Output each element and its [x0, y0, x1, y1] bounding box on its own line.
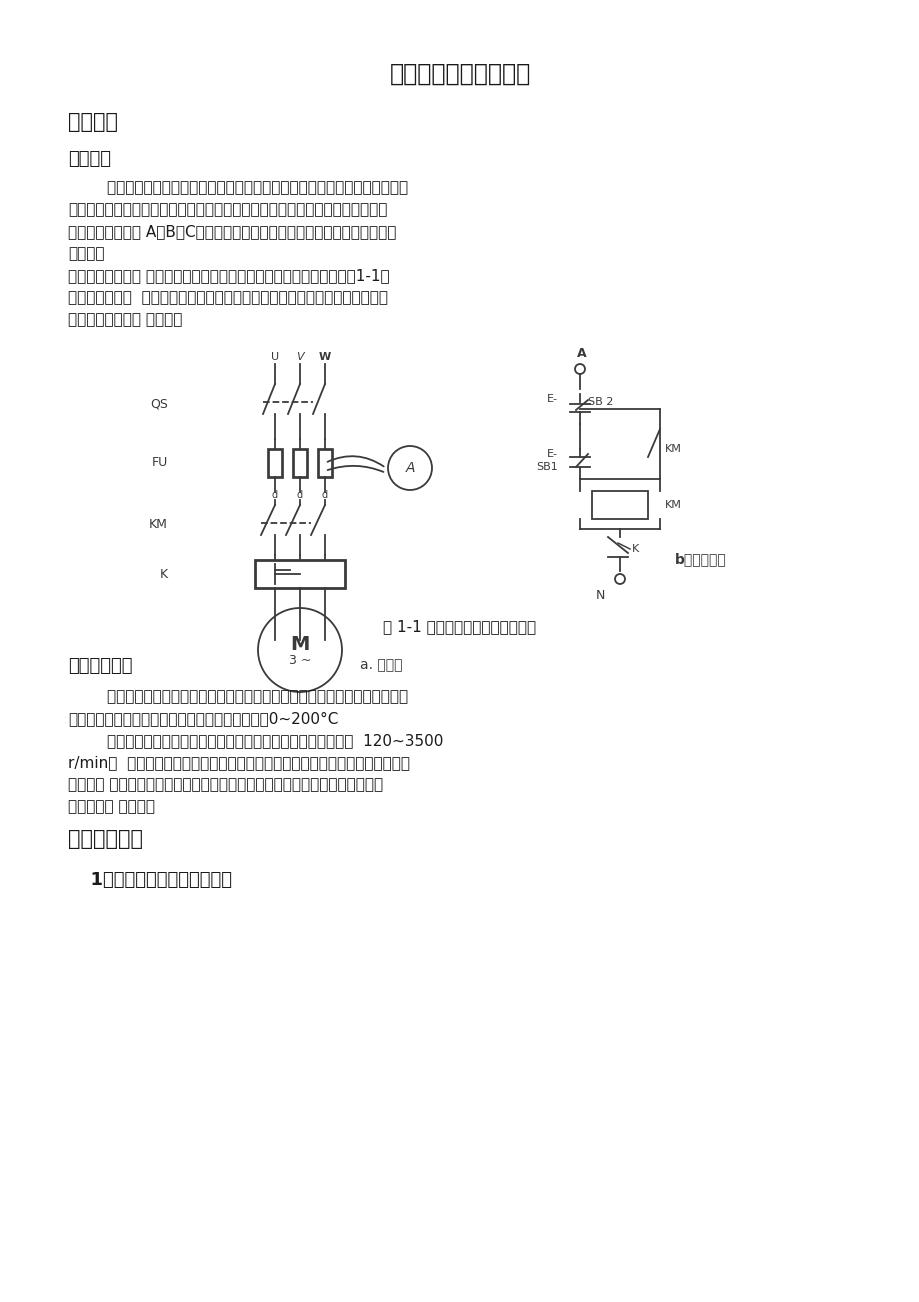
- Text: SB1: SB1: [536, 462, 558, 473]
- Text: FU: FU: [152, 457, 168, 470]
- Text: 或断裂现 象，危及设备和人身安全，为防止此现象发生，要求实时监测电动机: 或断裂现 象，危及设备和人身安全，为防止此现象发生，要求实时监测电动机: [68, 777, 382, 792]
- Text: d: d: [272, 490, 278, 500]
- Text: d: d: [322, 490, 328, 500]
- Text: 运行参数监测: 运行参数监测: [68, 658, 132, 674]
- Text: d: d: [297, 490, 302, 500]
- Text: 示。现要求设计  电机运行参数监控装置，对该电机运行三相线圈的温度、出轴: 示。现要求设计 电机运行参数监控装置，对该电机运行三相线圈的温度、出轴: [68, 290, 388, 305]
- Text: 1）测量方法及传感器的选择: 1）测量方法及传感器的选择: [78, 871, 232, 889]
- Bar: [292, 449, 307, 477]
- Text: 转速和振动幅度实 时监控。: 转速和振动幅度实 时监控。: [68, 312, 182, 327]
- Bar: [255, 560, 345, 589]
- Text: E-: E-: [547, 395, 558, 404]
- Text: SB 2: SB 2: [587, 397, 613, 408]
- Text: 电机作为一种拖动动力设备，在机床加工、运输、电力等领域有着广泛的应: 电机作为一种拖动动力设备，在机床加工、运输、电力等领域有着广泛的应: [68, 180, 408, 195]
- Text: KM: KM: [664, 500, 681, 510]
- Text: 实时监测电动机三相定子线圈的温度，测温范围：0~200°C: 实时监测电动机三相定子线圈的温度，测温范围：0~200°C: [68, 711, 338, 727]
- Text: KM: KM: [149, 518, 168, 531]
- Bar: [591, 491, 647, 519]
- Text: 设计目的: 设计目的: [68, 150, 111, 168]
- Text: a. 主回路: a. 主回路: [359, 658, 403, 672]
- Text: KM: KM: [664, 444, 681, 454]
- Bar: [267, 449, 282, 477]
- Text: 电机运行参数监控装置: 电机运行参数监控装置: [389, 62, 530, 86]
- Text: E-: E-: [547, 449, 558, 460]
- Text: r/min。  电机在运转过程中，可能会出现轴松动，轴振动幅度过大，轴出现裂痕: r/min。 电机在运转过程中，可能会出现轴松动，轴振动幅度过大，轴出现裂痕: [68, 755, 410, 769]
- Text: b、控制回路: b、控制回路: [675, 552, 726, 566]
- Text: V: V: [296, 352, 303, 362]
- Text: N: N: [595, 589, 604, 602]
- Text: 监控的参数是电机 A、B、C三相线圈的温度、电机轴的径向振动振幅，电机轴: 监控的参数是电机 A、B、C三相线圈的温度、电机轴的径向振动振幅，电机轴: [68, 224, 396, 240]
- Text: 一、绪论: 一、绪论: [68, 112, 118, 132]
- Text: 设计的任务和要求 三相交流电动机单向运行主电路、电机控制电路如图1-1所: 设计的任务和要求 三相交流电动机单向运行主电路、电机控制电路如图1-1所: [68, 268, 390, 283]
- Text: 出轴横向振 幅监测。: 出轴横向振 幅监测。: [68, 799, 154, 814]
- Bar: [318, 449, 332, 477]
- Text: K: K: [631, 544, 639, 553]
- Text: W: W: [319, 352, 331, 362]
- Text: 用。为了保障电机系统的正常运行，需要通过检测控制装置对它进行监控。重点: 用。为了保障电机系统的正常运行，需要通过检测控制装置对它进行监控。重点: [68, 202, 387, 217]
- Text: 电机运行过程中，要求实时监测电动机出轴转速，测量范围：  120~3500: 电机运行过程中，要求实时监测电动机出轴转速，测量范围： 120~3500: [68, 733, 443, 749]
- Text: 电机运行过程中，为防止因负荷过大或缺相，造成电机定子线圈过热，要求: 电机运行过程中，为防止因负荷过大或缺相，造成电机定子线圈过热，要求: [68, 689, 408, 704]
- Text: K: K: [160, 568, 168, 581]
- Text: 的转速。: 的转速。: [68, 246, 105, 260]
- Text: 图 1-1 电动机启、停控制实验电路: 图 1-1 电动机启、停控制实验电路: [383, 618, 536, 634]
- Text: 3 ~: 3 ~: [289, 654, 311, 667]
- Text: A: A: [404, 461, 414, 475]
- Text: M: M: [290, 634, 310, 654]
- Text: A: A: [576, 348, 586, 359]
- Text: 二、主体部分: 二、主体部分: [68, 829, 142, 849]
- Text: U: U: [270, 352, 278, 362]
- Text: QS: QS: [150, 397, 168, 410]
